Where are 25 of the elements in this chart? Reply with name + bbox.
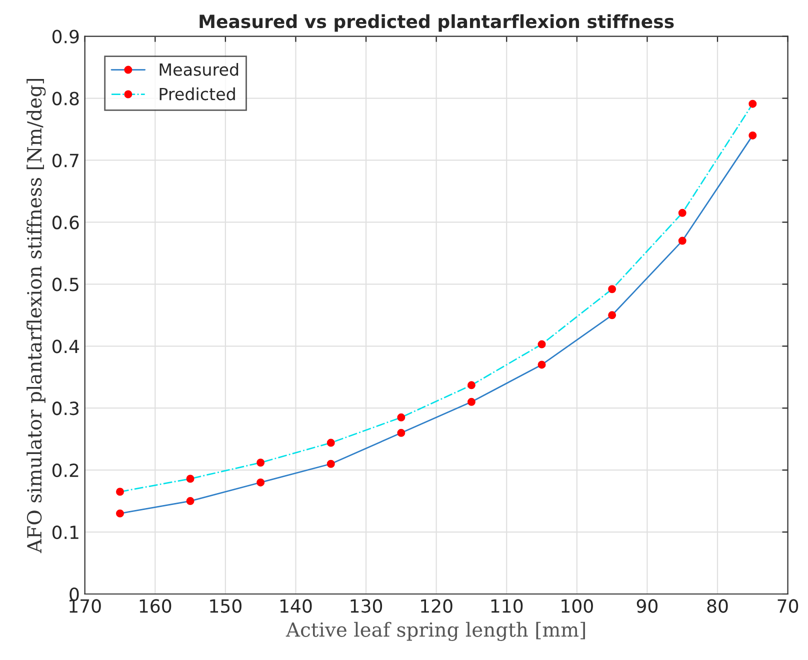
y-tick-label: 0.5 <box>52 278 78 292</box>
y-tick-label: 0.2 <box>52 464 78 478</box>
x-tick-label: 80 <box>707 599 728 613</box>
y-tick-label: 0.9 <box>52 30 79 44</box>
x-tick-label: 70 <box>778 599 798 613</box>
x-tick-label: 110 <box>491 599 523 613</box>
x-tick-label: 100 <box>562 599 593 613</box>
y-tick-label: 0.4 <box>52 340 79 354</box>
legend-label: Measured <box>160 62 238 76</box>
y-tick-label: 0.6 <box>52 216 79 230</box>
y-tick-label: 0.3 <box>52 402 79 416</box>
x-tick-label: 150 <box>210 599 242 613</box>
y-tick-label: 0.8 <box>52 92 79 106</box>
legend-label: Predicted <box>160 87 235 100</box>
chart-title: Measured vs predicted plantarflexion stiffness <box>200 14 674 32</box>
y-tick-label: 0.1 <box>52 525 78 540</box>
x-tick-label: 130 <box>350 599 382 613</box>
x-tick-label: 140 <box>280 599 312 613</box>
y-axis-title: AFO simulator plantarflexion stiffness [Nm/deg] <box>26 78 46 554</box>
x-tick-label: 160 <box>140 599 172 613</box>
x-tick-label: 120 <box>421 599 452 613</box>
y-tick-label: 0.7 <box>52 154 78 168</box>
x-tick-label: 170 <box>70 599 101 613</box>
x-axis-title: Active leaf spring length [mm] <box>286 622 585 641</box>
x-tick-label: 90 <box>636 599 658 613</box>
